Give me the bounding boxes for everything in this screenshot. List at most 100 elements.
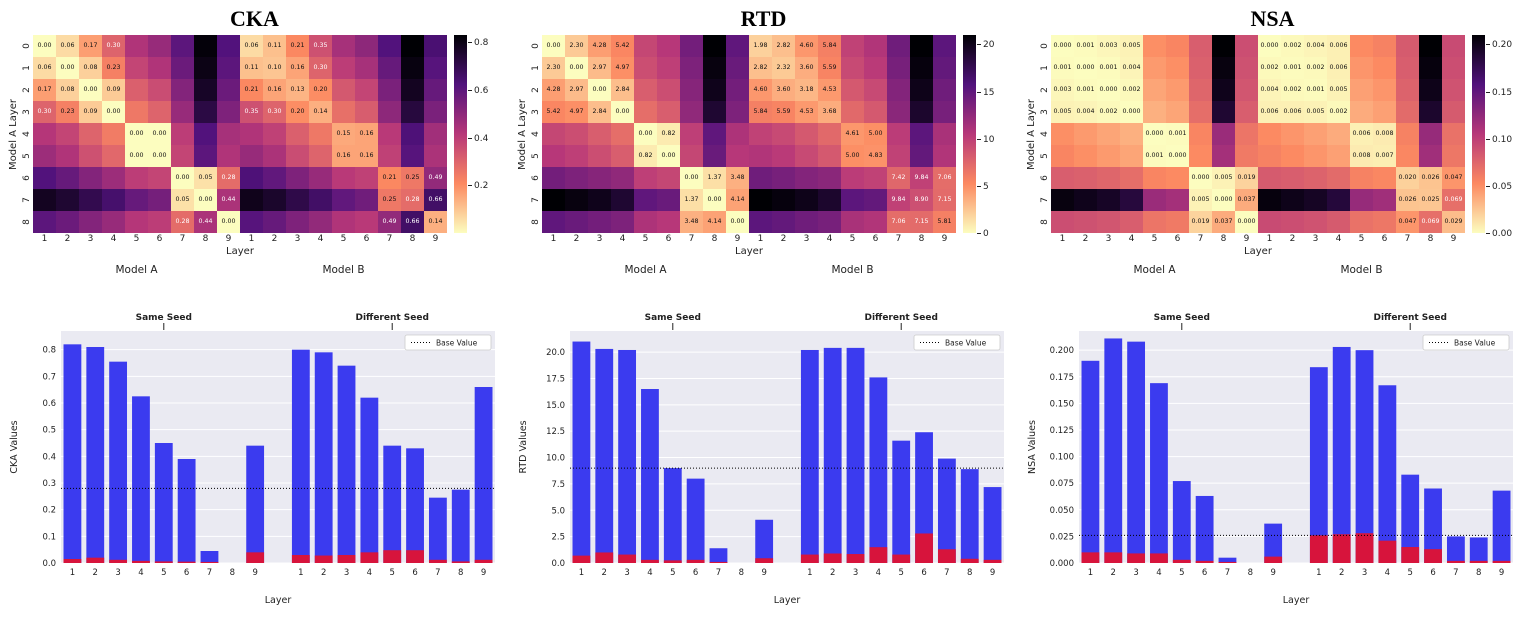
heatmap-cell: 0.06 bbox=[56, 35, 79, 57]
heatmap-cell bbox=[401, 101, 424, 123]
heatmap-ytick: 1 bbox=[1039, 65, 1050, 71]
heatmap-cell: 0.14 bbox=[309, 101, 332, 123]
heatmap-cell bbox=[1189, 123, 1212, 145]
colorbar-tick: 0.20 bbox=[1486, 40, 1512, 50]
bar-chart: 0.0 0.1 0.2 0.3 0.4 0.5 0.6 0.7 0.8 1 2 3 4 5 6 7 8 9 1 2 3 4… bbox=[9, 313, 495, 606]
bar-value bbox=[405, 448, 424, 563]
heatmap-cell bbox=[795, 189, 818, 211]
heatmap-ylabel-text: Model A Layer bbox=[1026, 98, 1038, 170]
heatmap-cell: 0.06 bbox=[240, 35, 263, 57]
heatmap-cell: 0.000 bbox=[1143, 123, 1166, 145]
heatmap-cell: 8.90 bbox=[910, 189, 933, 211]
heatmap-cell bbox=[194, 123, 217, 145]
heatmap-cell bbox=[588, 167, 611, 189]
colorbar-tick: 0.6 bbox=[468, 86, 488, 96]
heatmap-cell bbox=[286, 189, 309, 211]
heatmap-cell bbox=[1235, 79, 1258, 101]
y-tick-label: 0.175 bbox=[1049, 373, 1073, 383]
colorbar-gradient bbox=[454, 35, 467, 233]
heatmap-cell bbox=[841, 79, 864, 101]
heatmap-cell bbox=[634, 211, 657, 233]
bar-value bbox=[1103, 338, 1122, 563]
heatmap-cell bbox=[864, 101, 887, 123]
heatmap-cell bbox=[611, 211, 634, 233]
heatmap-cell: 0.00 bbox=[588, 79, 611, 101]
x-tick-label: 4 bbox=[366, 568, 371, 578]
heatmap-ytick: 2 bbox=[530, 87, 541, 93]
y-tick-label: 0.4 bbox=[42, 452, 56, 462]
heatmap-cell bbox=[1189, 57, 1212, 79]
heatmap-cell: 0.069 bbox=[1442, 189, 1465, 211]
heatmap-cell: 0.000 bbox=[1051, 35, 1074, 57]
heatmap-cell: 4.53 bbox=[795, 101, 818, 123]
heatmap-cell bbox=[565, 167, 588, 189]
heatmap-cell bbox=[1097, 211, 1120, 233]
heatmap-cell bbox=[240, 189, 263, 211]
heatmap-xtick: 9 bbox=[941, 234, 948, 244]
heatmap-cell bbox=[841, 35, 864, 57]
heatmap-cell bbox=[1327, 189, 1350, 211]
heatmap-cell bbox=[309, 145, 332, 167]
heatmap-cell bbox=[1442, 123, 1465, 145]
x-tick-label: 7 bbox=[1224, 568, 1229, 578]
heatmap-cell bbox=[1373, 189, 1396, 211]
heatmap-cell bbox=[56, 123, 79, 145]
heatmap-cell bbox=[171, 79, 194, 101]
heatmap-cell bbox=[79, 211, 102, 233]
heatmap-xtick: 4 bbox=[1335, 234, 1342, 244]
heatmap-cell: 3.60 bbox=[772, 79, 795, 101]
heatmap-cell bbox=[611, 167, 634, 189]
heatmap-cell bbox=[933, 123, 956, 145]
heatmap-cell bbox=[726, 35, 749, 57]
heatmap-cell bbox=[864, 35, 887, 57]
heatmap-cell: 3.48 bbox=[726, 167, 749, 189]
bar-base-segment bbox=[572, 555, 590, 563]
bar-base-segment bbox=[1126, 553, 1145, 563]
heatmap-cell bbox=[424, 35, 447, 57]
heatmap-cell: 0.44 bbox=[217, 189, 240, 211]
heatmap-cell bbox=[1258, 123, 1281, 145]
heatmap-cell bbox=[401, 79, 424, 101]
colorbar: 0.2 0.4 0.6 0.8 bbox=[454, 35, 502, 233]
heatmap-cell: 0.15 bbox=[332, 123, 355, 145]
heatmap-cell bbox=[171, 101, 194, 123]
heatmap-cell: 5.84 bbox=[749, 101, 772, 123]
heatmap-cell bbox=[680, 145, 703, 167]
heatmap-cell: 0.003 bbox=[1051, 79, 1074, 101]
heatmap-cell bbox=[864, 79, 887, 101]
bar-base-segment bbox=[914, 533, 933, 563]
heatmap-ytick: 5 bbox=[530, 153, 541, 159]
y-tick-label: 17.5 bbox=[546, 374, 565, 384]
heatmap-cell bbox=[1350, 79, 1373, 101]
heatmap-cell: 2.84 bbox=[588, 101, 611, 123]
heatmap-cell bbox=[56, 211, 79, 233]
heatmap-cell bbox=[355, 189, 378, 211]
heatmap-cell bbox=[378, 101, 401, 123]
barchart-cka: 0.0 0.1 0.2 0.3 0.4 0.5 0.6 0.7 0.8 1 2 3 4 5 6 7 8 9 1 2 3 4… bbox=[5, 301, 505, 611]
x-tick-label: 8 bbox=[1247, 568, 1252, 578]
heatmap-xtick: 9 bbox=[1450, 234, 1457, 244]
bar-base-segment bbox=[846, 554, 864, 563]
heatmap-cell bbox=[355, 167, 378, 189]
bar-value bbox=[245, 445, 264, 563]
heatmap-cell: 2.97 bbox=[565, 79, 588, 101]
x-tick-label: 2 bbox=[829, 568, 834, 578]
heatmap-xtick: 8 bbox=[918, 234, 925, 244]
heatmap-xtick: 4 bbox=[317, 234, 324, 244]
x-tick-label: 7 bbox=[715, 568, 720, 578]
heatmap-xtick: 4 bbox=[826, 234, 833, 244]
heatmap-cell: 5.84 bbox=[818, 35, 841, 57]
heatmap-grid: 0.000 0.001 0.003 0.005 0.000 0.002 0.004 0.006… bbox=[1051, 35, 1465, 233]
heatmap-group-label: Model A bbox=[1133, 264, 1176, 276]
heatmap-cell: 2.82 bbox=[772, 35, 795, 57]
heatmap-xtick: 4 bbox=[1128, 234, 1135, 244]
heatmap-cell: 0.00 bbox=[634, 123, 657, 145]
heatmap-cell bbox=[1419, 123, 1442, 145]
bar-base-segment bbox=[405, 550, 424, 563]
heatmap-cell: 0.006 bbox=[1327, 57, 1350, 79]
colorbar-tick: 0.00 bbox=[1486, 229, 1512, 239]
heatmap-cell bbox=[726, 57, 749, 79]
heatmap-cell bbox=[1373, 101, 1396, 123]
heatmap-cell bbox=[309, 189, 332, 211]
heatmap-cell bbox=[772, 167, 795, 189]
